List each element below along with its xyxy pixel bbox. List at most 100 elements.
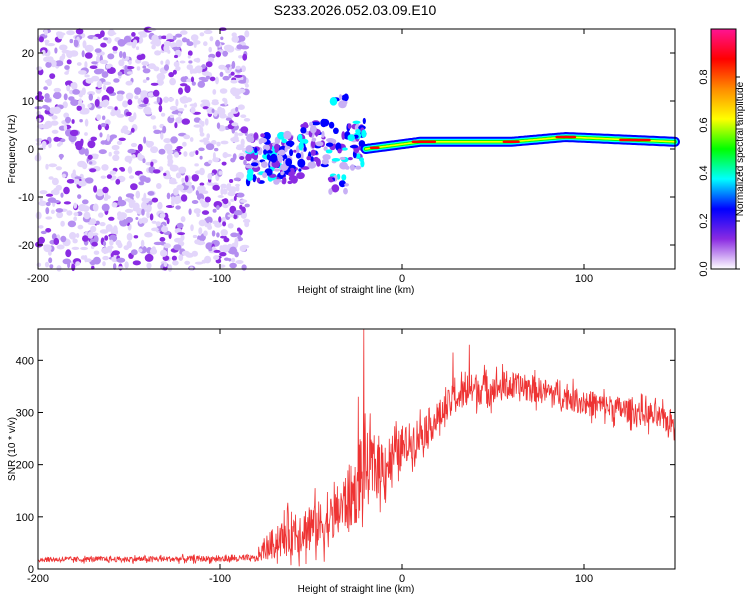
onset-blob <box>322 154 331 161</box>
noise-blob <box>70 82 76 88</box>
noise-blob <box>131 32 136 37</box>
noise-blob <box>194 163 199 167</box>
noise-blob <box>137 152 143 160</box>
noise-blob <box>51 115 58 120</box>
onset-blob <box>300 151 304 161</box>
noise-blob <box>103 37 108 41</box>
noise-blob <box>69 232 77 240</box>
noise-blob <box>152 169 161 174</box>
noise-blob <box>126 233 133 241</box>
noise-blob <box>184 260 191 265</box>
y-tick-label: 100 <box>16 512 34 524</box>
noise-blob <box>144 253 154 262</box>
noise-blob <box>231 35 240 43</box>
noise-blob <box>231 257 236 263</box>
noise-blob <box>51 129 59 134</box>
noise-blob <box>102 186 109 194</box>
noise-blob <box>45 163 49 170</box>
onset-blob <box>309 121 313 127</box>
onset-blob <box>331 184 340 193</box>
noise-blob <box>163 261 168 268</box>
noise-blob <box>87 91 96 96</box>
noise-blob <box>230 71 235 76</box>
noise-blob <box>129 202 136 207</box>
noise-blob <box>215 76 219 85</box>
noise-blob <box>190 224 194 232</box>
noise-blob <box>199 182 205 186</box>
noise-blob <box>36 66 43 71</box>
noise-blob <box>167 97 175 102</box>
noise-blob <box>145 111 153 115</box>
noise-blob <box>172 188 179 196</box>
snr-panel: -200 -100 0 100 0 100 200 300 400 Height of stra… <box>7 328 676 595</box>
noise-blob <box>240 114 247 118</box>
onset-blob <box>303 146 307 152</box>
noise-blob <box>103 196 108 201</box>
noise-blob <box>138 103 147 108</box>
noise-blob <box>240 65 246 72</box>
noise-blob <box>66 179 75 184</box>
noise-blob <box>77 160 87 168</box>
noise-blob <box>38 225 44 229</box>
noise-blob <box>36 118 42 122</box>
noise-blob <box>78 70 87 75</box>
onset-blob <box>311 137 317 142</box>
noise-blob <box>222 188 228 195</box>
noise-blob <box>184 85 191 94</box>
noise-blob <box>138 181 145 186</box>
colorbar-ticks: 0.0 0.2 0.4 0.6 0.8 <box>698 69 740 277</box>
noise-blob <box>142 158 146 164</box>
noise-blob <box>225 64 231 68</box>
noise-blob <box>71 263 76 272</box>
noise-blob <box>102 261 106 267</box>
noise-blob <box>45 193 54 197</box>
noise-blob <box>222 204 229 209</box>
spectrogram-y-label: Frequency (Hz) <box>7 115 18 184</box>
noise-blob <box>142 65 147 69</box>
onset-blob <box>256 177 261 183</box>
noise-blob <box>101 247 110 254</box>
noise-blob <box>190 76 195 83</box>
noise-blob <box>102 81 112 86</box>
onset-blob <box>321 118 330 127</box>
noise-blob <box>98 149 107 155</box>
noise-blob <box>62 258 72 265</box>
noise-blob <box>184 104 187 108</box>
noise-blob <box>56 143 61 147</box>
onset-blob <box>344 183 349 187</box>
noise-blob <box>134 95 139 100</box>
y-tick-label: 0 <box>28 564 34 576</box>
noise-blob <box>176 222 184 229</box>
noise-blob <box>216 232 220 238</box>
noise-blob <box>52 187 60 196</box>
noise-blob <box>223 237 230 243</box>
noise-blob <box>128 115 135 123</box>
onset-blob <box>338 94 343 101</box>
noise-blob <box>123 129 131 135</box>
noise-blob <box>177 232 186 236</box>
noise-blob <box>222 75 230 81</box>
onset-blob <box>252 174 257 183</box>
noise-blob <box>212 208 217 213</box>
noise-blob <box>189 151 195 157</box>
noise-blob <box>178 254 184 261</box>
noise-blob <box>159 213 166 219</box>
noise-blob <box>182 141 187 147</box>
noise-blob <box>155 221 161 227</box>
noise-blob <box>104 235 109 241</box>
noise-blob <box>108 151 112 157</box>
noise-blob <box>100 140 107 145</box>
onset-blob <box>343 187 348 195</box>
noise-blob <box>160 60 164 65</box>
noise-blob <box>175 205 181 210</box>
noise-blob <box>100 175 107 179</box>
noise-blob <box>235 95 241 100</box>
noise-blob <box>113 108 121 116</box>
noise-blob <box>112 50 118 54</box>
noise-blob <box>63 112 70 119</box>
noise-blob <box>117 211 122 218</box>
onset-blob <box>280 163 289 171</box>
y-tick-label: 0 <box>28 144 34 156</box>
onset-blob <box>333 127 339 134</box>
